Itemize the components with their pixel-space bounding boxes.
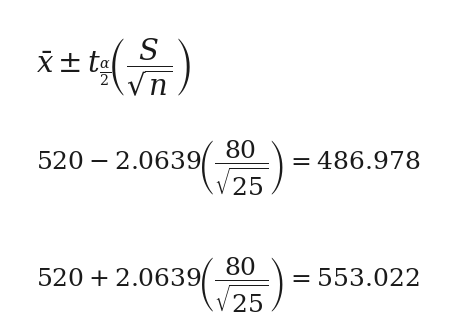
Text: $520 - 2.0639\!\left(\dfrac{80}{\sqrt{25}}\right) = 486.978$: $520 - 2.0639\!\left(\dfrac{80}{\sqrt{25… [36, 138, 421, 198]
Text: $520 + 2.0639\!\left(\dfrac{80}{\sqrt{25}}\right) = 553.022$: $520 + 2.0639\!\left(\dfrac{80}{\sqrt{25… [36, 256, 420, 315]
Text: $\bar{x} \pm t_{\frac{\alpha}{2}}\!\left(\dfrac{S}{\sqrt{n}}\right)$: $\bar{x} \pm t_{\frac{\alpha}{2}}\!\left… [36, 37, 191, 98]
